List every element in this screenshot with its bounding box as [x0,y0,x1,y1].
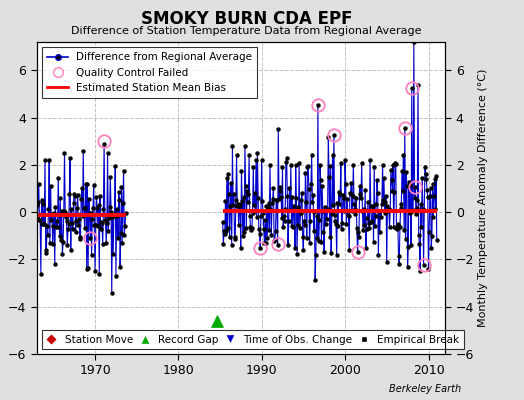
Legend: Station Move, Record Gap, Time of Obs. Change, Empirical Break: Station Move, Record Gap, Time of Obs. C… [42,330,464,349]
Text: Difference of Station Temperature Data from Regional Average: Difference of Station Temperature Data f… [71,26,421,36]
Y-axis label: Monthly Temperature Anomaly Difference (°C): Monthly Temperature Anomaly Difference (… [478,69,488,327]
Text: SMOKY BURN CDA EPF: SMOKY BURN CDA EPF [140,10,352,28]
Text: Berkeley Earth: Berkeley Earth [389,384,461,394]
